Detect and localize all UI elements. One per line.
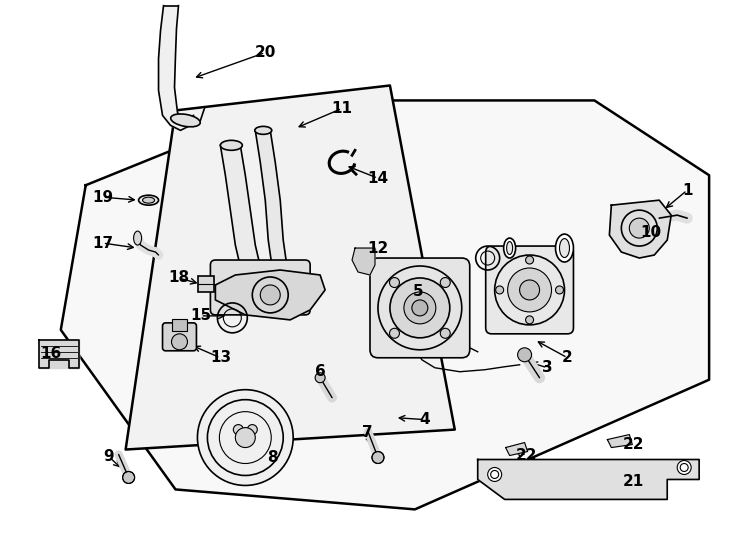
FancyBboxPatch shape	[370, 258, 470, 358]
Circle shape	[487, 468, 501, 482]
Ellipse shape	[142, 197, 155, 203]
Circle shape	[123, 471, 134, 483]
Circle shape	[526, 256, 534, 264]
Text: 1: 1	[682, 183, 692, 198]
Text: 22: 22	[516, 448, 537, 463]
Circle shape	[508, 268, 551, 312]
Text: 17: 17	[92, 235, 113, 251]
Polygon shape	[255, 130, 287, 268]
Ellipse shape	[504, 238, 515, 258]
Circle shape	[172, 334, 187, 350]
Polygon shape	[39, 340, 79, 368]
FancyBboxPatch shape	[486, 246, 573, 334]
FancyBboxPatch shape	[162, 323, 197, 351]
Circle shape	[315, 373, 325, 383]
Ellipse shape	[559, 239, 570, 258]
Circle shape	[390, 278, 450, 338]
Circle shape	[247, 424, 258, 435]
Text: 8: 8	[267, 450, 277, 465]
Polygon shape	[478, 460, 700, 500]
Text: 5: 5	[413, 285, 424, 300]
Text: 10: 10	[641, 225, 662, 240]
Ellipse shape	[556, 234, 573, 262]
Polygon shape	[215, 270, 325, 320]
Circle shape	[197, 390, 293, 485]
Text: 16: 16	[40, 346, 62, 361]
Ellipse shape	[139, 195, 159, 205]
Text: 9: 9	[103, 449, 114, 464]
Ellipse shape	[134, 231, 142, 245]
Polygon shape	[352, 248, 375, 275]
Text: 18: 18	[168, 271, 189, 286]
Circle shape	[517, 348, 531, 362]
Polygon shape	[61, 100, 709, 509]
Text: 20: 20	[255, 45, 276, 60]
Ellipse shape	[220, 140, 242, 150]
Text: 4: 4	[420, 412, 430, 427]
Text: 19: 19	[92, 190, 113, 205]
Ellipse shape	[171, 114, 200, 127]
Text: 11: 11	[332, 101, 352, 116]
Text: 15: 15	[190, 308, 211, 323]
Circle shape	[390, 278, 399, 287]
Text: 13: 13	[210, 350, 231, 365]
Polygon shape	[607, 435, 632, 448]
Circle shape	[526, 316, 534, 324]
Ellipse shape	[255, 126, 272, 134]
FancyBboxPatch shape	[172, 319, 187, 331]
Text: 22: 22	[622, 437, 644, 452]
Text: 14: 14	[368, 171, 388, 186]
Circle shape	[372, 451, 384, 463]
Polygon shape	[220, 145, 262, 275]
Text: 3: 3	[542, 360, 553, 375]
Circle shape	[404, 292, 436, 324]
FancyBboxPatch shape	[198, 276, 214, 292]
Polygon shape	[609, 200, 671, 258]
Circle shape	[677, 461, 691, 475]
Polygon shape	[39, 340, 79, 368]
Circle shape	[440, 278, 450, 287]
Text: 6: 6	[315, 364, 325, 379]
Circle shape	[440, 328, 450, 338]
Text: 21: 21	[622, 474, 644, 489]
Circle shape	[261, 285, 280, 305]
Circle shape	[629, 218, 650, 238]
Text: 12: 12	[367, 240, 388, 255]
Circle shape	[556, 286, 564, 294]
Ellipse shape	[506, 241, 512, 254]
Text: 7: 7	[362, 425, 372, 440]
FancyBboxPatch shape	[211, 260, 310, 315]
Circle shape	[412, 300, 428, 316]
Circle shape	[233, 424, 243, 435]
Polygon shape	[506, 443, 528, 456]
Circle shape	[520, 280, 539, 300]
Circle shape	[236, 428, 255, 448]
Polygon shape	[126, 85, 455, 449]
Text: 2: 2	[562, 350, 573, 365]
Polygon shape	[159, 6, 205, 130]
Circle shape	[390, 328, 399, 338]
Circle shape	[495, 286, 504, 294]
